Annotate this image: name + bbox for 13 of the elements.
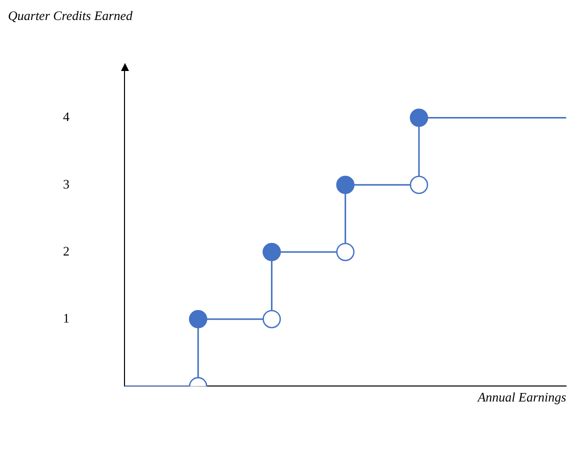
y-axis-title: Quarter Credits Earned [8, 8, 132, 24]
point [262, 310, 281, 328]
y-tick-label: 4 [63, 109, 70, 124]
y-tick-label: 1 [63, 310, 70, 326]
point [188, 310, 208, 328]
point [410, 176, 428, 194]
point [336, 176, 354, 194]
y-tick-label: 2 [63, 243, 70, 258]
point [410, 108, 428, 127]
point [262, 242, 281, 262]
x-axis-title: Annual Earnings [476, 389, 566, 404]
point [336, 242, 354, 262]
y-tick-label: 3 [63, 176, 70, 192]
